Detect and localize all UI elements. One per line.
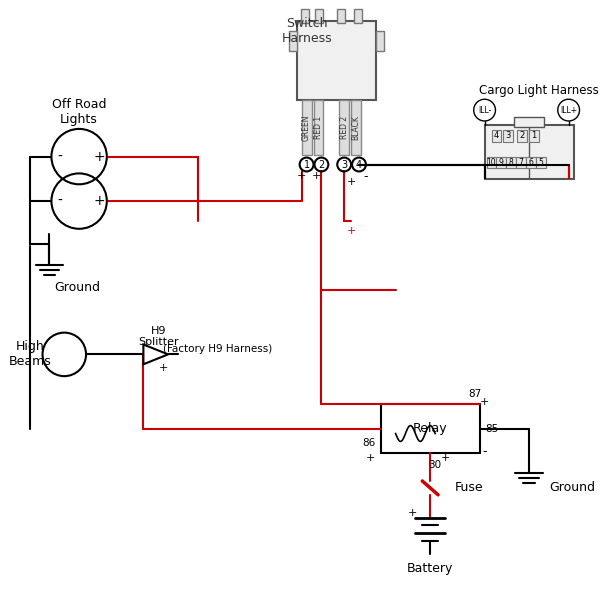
Text: RED 1: RED 1: [314, 116, 323, 140]
Text: +: +: [159, 363, 168, 373]
Text: 3: 3: [506, 131, 511, 140]
Text: RED 2: RED 2: [340, 116, 349, 140]
Bar: [315, 9, 323, 23]
Bar: [526, 156, 536, 168]
Bar: [487, 156, 496, 168]
Text: 1: 1: [531, 131, 537, 140]
Text: +: +: [480, 397, 489, 407]
Text: -: -: [57, 150, 62, 164]
Bar: [337, 9, 345, 23]
Text: +: +: [297, 171, 307, 181]
Bar: [302, 100, 312, 155]
Bar: [491, 130, 501, 142]
Text: Fuse: Fuse: [455, 482, 483, 494]
Text: +: +: [408, 507, 417, 518]
Text: 2: 2: [520, 131, 525, 140]
Bar: [289, 31, 297, 51]
Text: Ground: Ground: [54, 281, 100, 294]
Text: +: +: [93, 194, 105, 208]
Text: Switch
Harness: Switch Harness: [282, 17, 332, 45]
Bar: [297, 21, 376, 100]
Text: Cargo Light Harness: Cargo Light Harness: [479, 84, 599, 97]
Bar: [517, 156, 526, 168]
Text: 10: 10: [487, 158, 496, 167]
Text: 87: 87: [468, 389, 481, 399]
Text: 85: 85: [485, 423, 498, 434]
Text: Relay: Relay: [413, 422, 447, 435]
Text: Off Road
Lights: Off Road Lights: [52, 98, 106, 126]
Text: 2: 2: [318, 159, 324, 170]
Text: +: +: [346, 226, 356, 236]
Bar: [536, 156, 546, 168]
Text: ILL-: ILL-: [478, 105, 491, 114]
Text: 9: 9: [499, 158, 504, 167]
Text: 1: 1: [304, 159, 310, 170]
Bar: [514, 117, 544, 127]
Text: BLACK: BLACK: [351, 116, 360, 140]
Text: 30: 30: [428, 460, 442, 470]
Bar: [504, 130, 513, 142]
Text: (Factory H9 Harness): (Factory H9 Harness): [163, 344, 272, 355]
Text: 6: 6: [529, 158, 534, 167]
Text: -: -: [482, 445, 487, 458]
Text: 3: 3: [341, 159, 347, 170]
Text: GREEN: GREEN: [302, 114, 311, 141]
Text: High
Beams: High Beams: [9, 340, 51, 368]
Bar: [517, 130, 527, 142]
Text: 86: 86: [362, 438, 376, 449]
Text: Ground: Ground: [549, 482, 595, 494]
Text: ILL+: ILL+: [560, 105, 577, 114]
Text: -: -: [57, 194, 62, 208]
Text: +: +: [312, 171, 321, 181]
Bar: [485, 125, 573, 179]
Bar: [351, 100, 361, 155]
Bar: [354, 9, 362, 23]
Text: +: +: [346, 177, 356, 187]
Text: 5: 5: [539, 158, 543, 167]
Text: 8: 8: [509, 158, 513, 167]
Text: 7: 7: [519, 158, 524, 167]
Text: Battery: Battery: [407, 562, 453, 576]
Text: H9
Splitter: H9 Splitter: [138, 326, 179, 347]
Text: +: +: [441, 453, 450, 463]
Text: +: +: [93, 150, 105, 164]
Bar: [376, 31, 384, 51]
Text: -: -: [364, 170, 368, 183]
Bar: [339, 100, 349, 155]
Bar: [496, 156, 506, 168]
Bar: [506, 156, 517, 168]
Text: 4: 4: [356, 159, 362, 170]
Text: 4: 4: [494, 131, 499, 140]
Bar: [313, 100, 323, 155]
Bar: [529, 130, 539, 142]
Bar: [300, 9, 308, 23]
Text: +: +: [366, 453, 376, 463]
Bar: [381, 404, 480, 453]
